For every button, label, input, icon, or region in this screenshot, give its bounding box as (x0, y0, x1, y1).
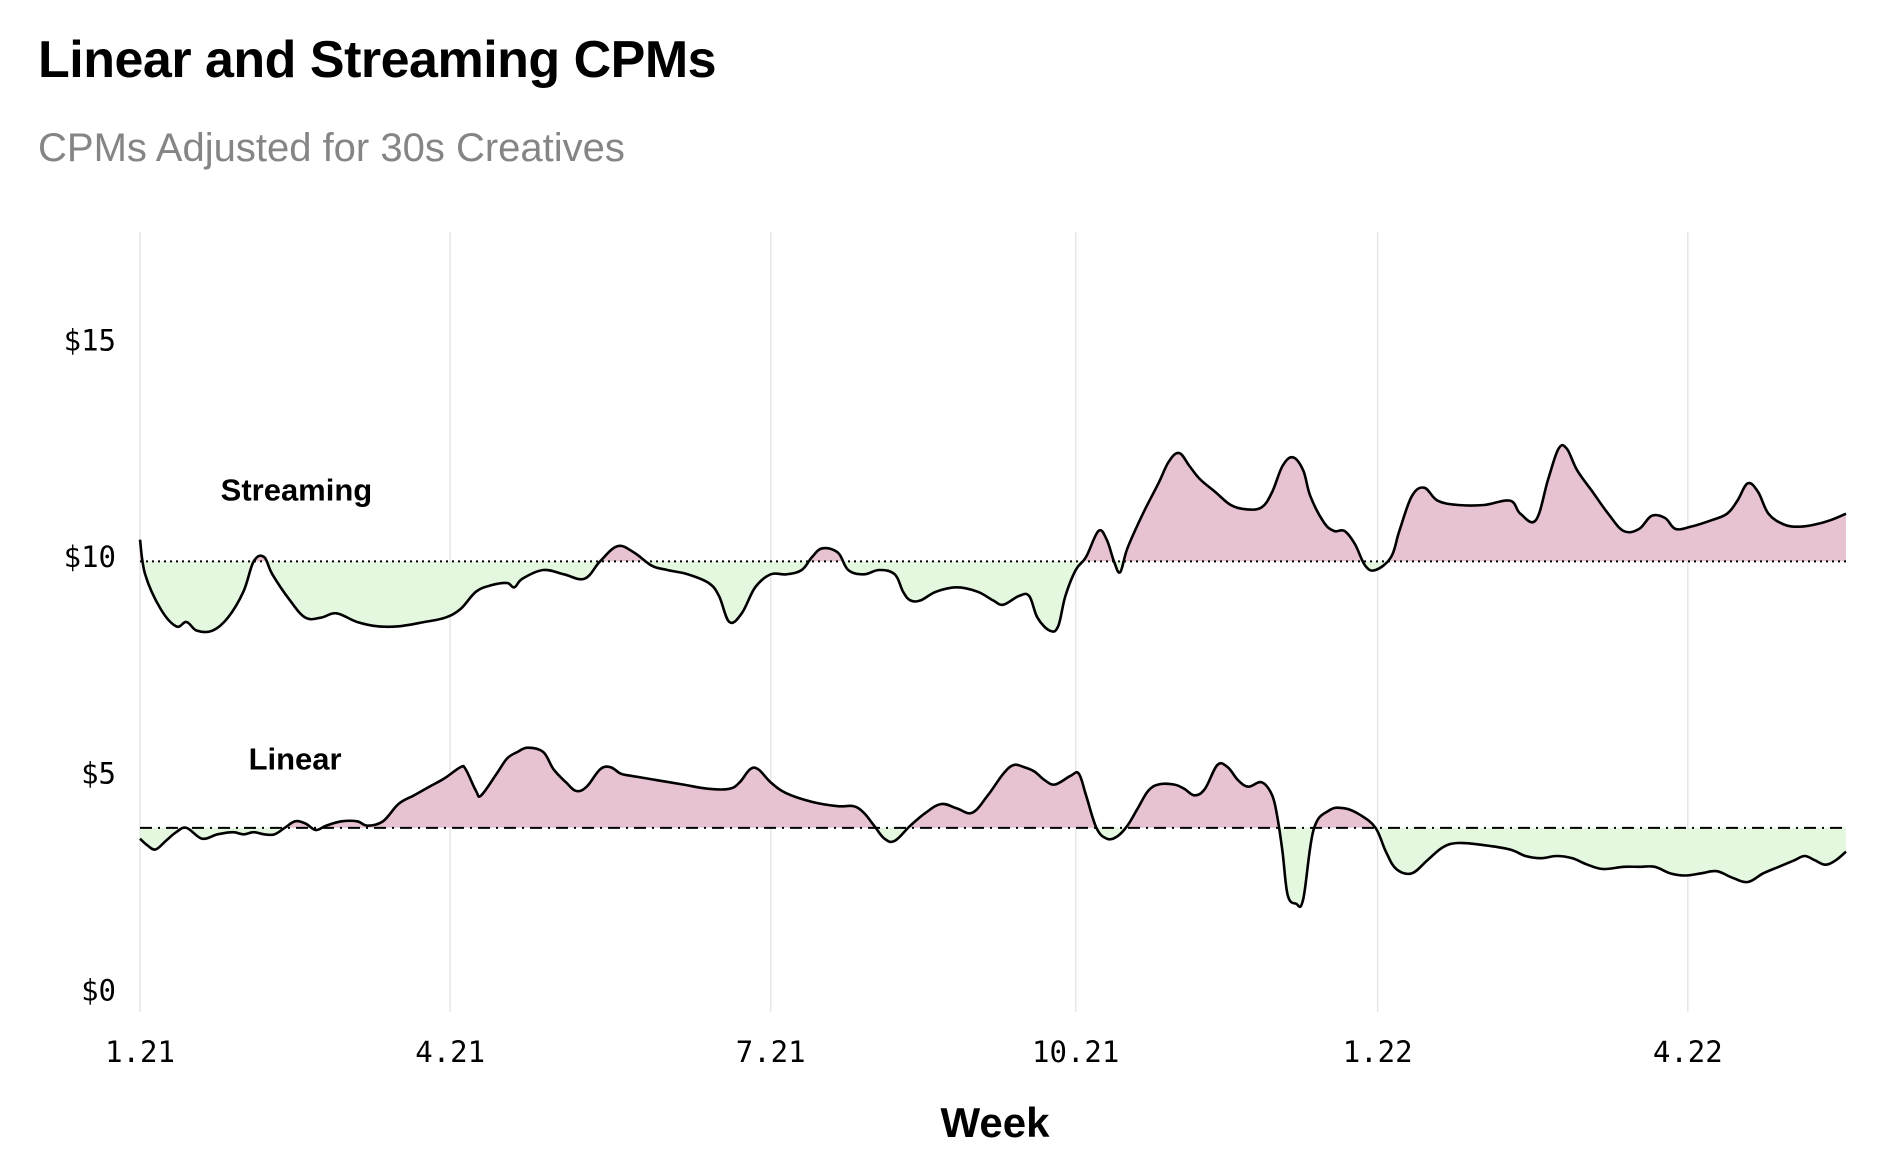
y-tick-label: $10 (64, 540, 116, 574)
x-tick-label: 10.21 (1032, 1035, 1119, 1069)
line-layer (138, 443, 1847, 909)
series-line-linear (139, 746, 1847, 909)
label-layer: 1.21 4.21 7.21 10.21 1.22 4.22 $0 $5 $10 $15 Week S… (64, 323, 1723, 1146)
series-label-streaming: Streaming (221, 473, 373, 508)
series-line-streaming (138, 443, 1847, 634)
x-tick-label: 4.22 (1653, 1035, 1723, 1069)
series-label-linear: Linear (249, 741, 342, 776)
chart-subtitle: CPMs Adjusted for 30s Creatives (38, 126, 625, 170)
x-tick-label: 4.21 (415, 1035, 485, 1069)
y-tick-label: $5 (81, 757, 116, 791)
chart-title: Linear and Streaming CPMs (38, 31, 717, 89)
area-layer (140, 445, 1846, 907)
y-tick-label: $0 (81, 973, 116, 1007)
area-below-linear (140, 827, 1846, 907)
area-above-streaming (140, 445, 1846, 562)
x-axis-label: Week (941, 1099, 1051, 1146)
x-tick-label: 7.21 (736, 1035, 806, 1069)
grid-layer (139, 232, 1689, 1012)
baseline-layer (140, 560, 1846, 829)
area-below-streaming (142, 561, 1388, 633)
area-above-linear (140, 747, 1846, 828)
y-tick-label: $15 (64, 323, 116, 357)
x-tick-label: 1.22 (1343, 1035, 1413, 1069)
x-tick-label: 1.21 (105, 1035, 175, 1069)
